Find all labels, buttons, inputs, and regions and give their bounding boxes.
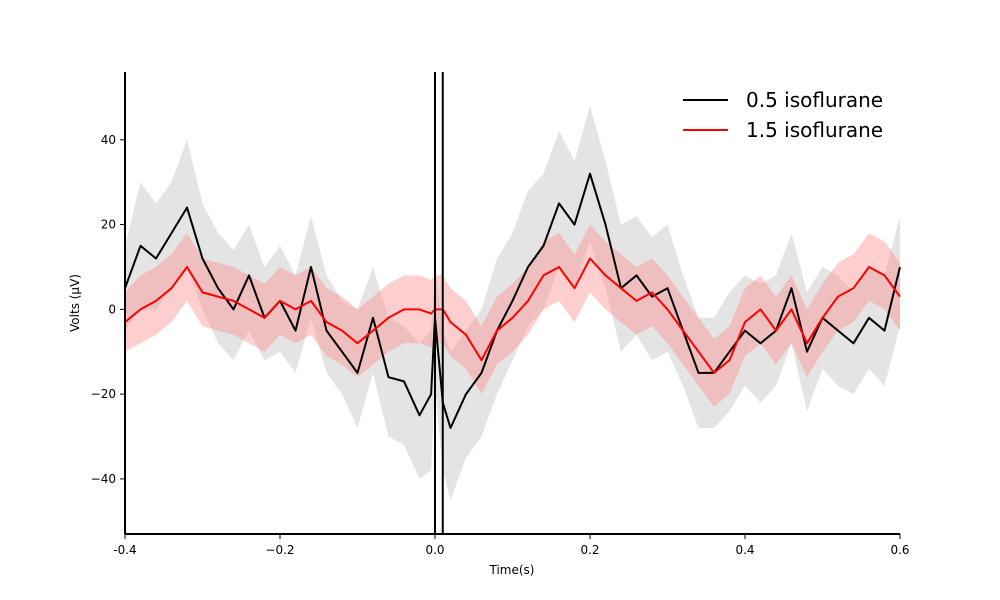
y-tick-label-2: 0: [108, 302, 116, 316]
x-tick-label-2: 0.0: [425, 543, 444, 557]
x-tick-label-0: -0.4: [113, 543, 136, 557]
vline-layer: [434, 72, 444, 534]
x-tick-label-3: 0.2: [580, 543, 599, 557]
x-tick-label-5: 0.6: [890, 543, 909, 557]
y-ticks: −40 −20 0 20 40: [91, 133, 125, 486]
legend: 0.5 isoflurane 1.5 isoflurane: [683, 88, 883, 142]
legend-label-1: 1.5 isoflurane: [746, 118, 883, 142]
x-tick-label-4: 0.4: [735, 543, 754, 557]
y-tick-label-0: −40: [91, 472, 116, 486]
x-ticks: -0.4 −0.2 0.0 0.2 0.4 0.6: [113, 534, 910, 557]
y-tick-label-3: 20: [101, 218, 116, 232]
y-tick-label-4: 40: [101, 133, 116, 147]
y-axis-label: Volts (μV): [68, 274, 82, 332]
series-line-1: [124, 257, 901, 374]
line-layer: [124, 172, 901, 429]
y-tick-label-1: −20: [91, 387, 116, 401]
x-tick-label-1: −0.2: [265, 543, 294, 557]
legend-label-0: 0.5 isoflurane: [746, 88, 883, 112]
x-axis-label: Time(s): [489, 563, 535, 577]
